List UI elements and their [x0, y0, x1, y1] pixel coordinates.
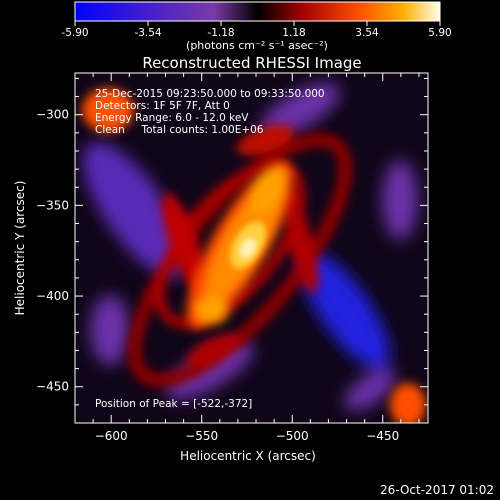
y-tick-label: −350 — [36, 198, 69, 212]
x-tick-label: −600 — [95, 429, 128, 443]
colorbar-tick-label: 3.54 — [355, 27, 379, 39]
image-panel: −600 −550 −500 −450 −450 −400 −350 −300 — [36, 72, 429, 443]
colorbar-unit-label: (photons cm⁻² s⁻¹ asec⁻²) — [186, 39, 328, 52]
y-tick-label: −400 — [36, 289, 69, 303]
colorbar-tick-label: -5.90 — [61, 27, 88, 39]
y-axis-label: Heliocentric Y (arcsec) — [13, 181, 27, 316]
peak-position-label: Position of Peak = [-522,-372] — [95, 398, 252, 410]
colorbar-ticks: -5.90 -3.54 -1.18 1.18 3.54 5.90 — [61, 21, 452, 39]
y-tick-label: −450 — [36, 380, 69, 394]
colorbar-tick-label: -1.18 — [207, 27, 234, 39]
x-tick-label: −500 — [276, 429, 309, 443]
image-title: Reconstructed RHESSI Image — [142, 54, 361, 72]
image-info: 25-Dec-2015 09:23:50.000 to 09:33:50.000… — [95, 88, 325, 410]
info-energy-range: Energy Range: 6.0 - 12.0 keV — [95, 112, 249, 124]
axis-ticks — [75, 73, 428, 423]
colorbar-tick-label: 5.90 — [428, 27, 451, 39]
colorbar-tick-label: 1.18 — [282, 27, 305, 39]
info-detectors: Detectors: 1F 5F 7F, Att 0 — [95, 100, 230, 112]
footer-date: 26-Oct-2017 01:02 — [380, 483, 494, 497]
x-tick-label: −550 — [185, 429, 218, 443]
axis-tick-labels: −600 −550 −500 −450 −450 −400 −350 −300 — [36, 108, 399, 443]
colorbar-tick-label: -3.54 — [134, 27, 161, 39]
heatmap — [75, 73, 428, 423]
info-time-range: 25-Dec-2015 09:23:50.000 to 09:33:50.000 — [95, 88, 325, 100]
colorbar-gradient — [74, 1, 441, 22]
colorbar: -5.90 -3.54 -1.18 1.18 3.54 5.90 (photons cm⁻… — [61, 1, 452, 52]
x-tick-label: −450 — [366, 429, 399, 443]
info-clean-counts: Clean Total counts: 1.00E+06 — [95, 124, 264, 136]
y-tick-label: −300 — [36, 108, 69, 122]
x-axis-label: Heliocentric X (arcsec) — [180, 449, 316, 463]
